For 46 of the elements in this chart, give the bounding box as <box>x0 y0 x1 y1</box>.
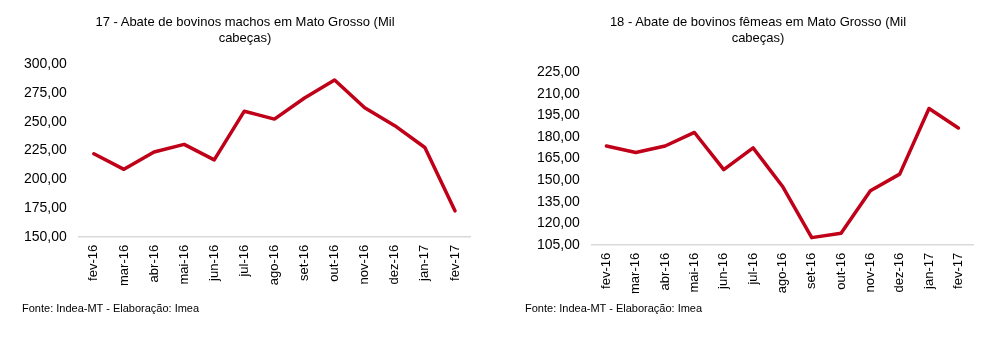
y-tick-label: 225,00 <box>23 141 68 158</box>
x-tick-label: nov-16 <box>861 252 877 293</box>
y-tick-label: 175,00 <box>23 198 68 215</box>
x-tick-label: fev-17 <box>446 244 462 281</box>
x-tick-label: jul-16 <box>744 252 760 286</box>
y-tick-label: 180,00 <box>536 127 581 144</box>
x-tick-label: out-16 <box>326 244 342 282</box>
source-note: Fonte: Indea-MT - Elaboração: Imea <box>525 302 703 314</box>
x-tick-label: jan-17 <box>920 252 936 290</box>
y-tick-label: 165,00 <box>536 149 581 166</box>
x-tick-label: jan-17 <box>416 244 432 282</box>
x-tick-label: dez-16 <box>386 244 402 285</box>
x-tick-label: jul-16 <box>235 244 251 278</box>
x-tick-label: set-16 <box>803 252 819 289</box>
y-tick-label: 105,00 <box>536 235 581 252</box>
source-note: Fonte: Indea-MT - Elaboração: Imea <box>22 302 200 314</box>
x-tick-label: out-16 <box>832 252 848 290</box>
x-tick-label: ago-16 <box>265 244 281 286</box>
chart-title: 18 - Abate de bovinos fêmeas em Mato Grosso (Mil cabeças) <box>608 14 908 46</box>
y-tick-label: 120,00 <box>536 214 581 231</box>
x-tick-label: mai-16 <box>686 252 702 293</box>
y-tick-label: 250,00 <box>23 112 68 129</box>
y-tick-label: 135,00 <box>536 192 581 209</box>
y-tick-label: 210,00 <box>536 84 581 101</box>
x-tick-label: mar-16 <box>627 252 643 295</box>
x-tick-label: fev-17 <box>949 252 965 289</box>
x-tick-label: abr-16 <box>145 244 161 283</box>
y-tick-label: 225,00 <box>536 63 581 80</box>
y-tick-label: 195,00 <box>536 106 581 123</box>
x-tick-label: fev-16 <box>85 244 101 281</box>
y-tick-label: 200,00 <box>23 170 68 187</box>
y-tick-label: 150,00 <box>23 227 68 244</box>
x-tick-label: abr-16 <box>656 252 672 291</box>
x-tick-label: mar-16 <box>115 244 131 287</box>
x-tick-label: mai-16 <box>175 244 191 285</box>
chart-title: 17 - Abate de bovinos machos em Mato Grosso (Mil cabeças) <box>94 14 396 46</box>
x-tick-label: nov-16 <box>356 244 372 285</box>
y-tick-label: 300,00 <box>23 55 68 72</box>
x-tick-label: dez-16 <box>891 252 907 293</box>
x-tick-label: fev-16 <box>598 252 614 289</box>
x-tick-label: jun-16 <box>715 252 731 290</box>
x-tick-label: jun-16 <box>205 244 221 282</box>
y-tick-label: 150,00 <box>536 171 581 188</box>
x-tick-label: ago-16 <box>773 252 789 294</box>
x-tick-label: set-16 <box>296 244 312 281</box>
y-tick-label: 275,00 <box>23 84 68 100</box>
